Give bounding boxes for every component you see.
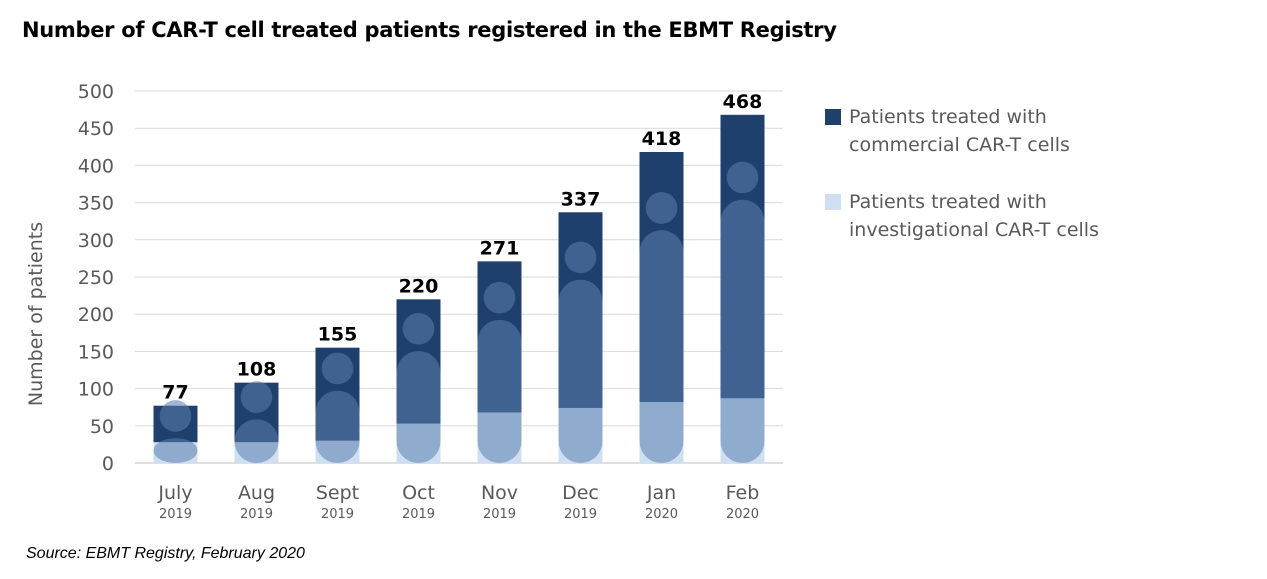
- gridlines: [135, 90, 783, 464]
- bar-total-label: 337: [561, 188, 601, 210]
- person-head: [564, 241, 597, 274]
- bar-total-label: 77: [162, 382, 188, 404]
- x-tick-label: Oct: [402, 482, 435, 504]
- y-tick-label: 100: [78, 379, 114, 401]
- legend-label-commercial: Patients treated with commercial CAR-T c…: [849, 106, 1070, 156]
- x-tick-label: Dec: [562, 482, 599, 504]
- legend-swatch-commercial: [825, 109, 841, 125]
- person-silhouette-icon: [720, 161, 765, 463]
- y-tick-label: 350: [78, 193, 114, 215]
- x-tick-year-label: 2020: [645, 507, 678, 522]
- x-tick-year-label: 2019: [240, 507, 273, 522]
- y-tick-label: 0: [102, 453, 114, 475]
- person-head: [402, 312, 435, 345]
- x-tick-year-label: 2019: [564, 507, 597, 522]
- y-tick-label: 50: [90, 416, 114, 438]
- person-silhouette-icon: [396, 312, 441, 463]
- person-silhouette-icon: [639, 192, 684, 463]
- person-silhouette-icon: [315, 352, 360, 463]
- person-head: [483, 281, 516, 314]
- person-head: [321, 352, 354, 385]
- y-tick-label: 450: [78, 118, 114, 140]
- legend-swatch-investigational: [825, 194, 841, 210]
- x-tick-label: Jan: [646, 482, 676, 504]
- person-head: [645, 192, 678, 224]
- person-body: [396, 350, 441, 463]
- x-tick-label: July: [157, 482, 192, 504]
- labels: 0 50 100 150 200 250 300 350 400 450 500 Number of …: [25, 81, 762, 522]
- bars: [153, 114, 765, 463]
- y-tick-label: 150: [78, 341, 114, 363]
- bar-total-label: 271: [480, 237, 520, 259]
- x-tick-label: Sept: [316, 482, 359, 504]
- person-silhouette-icon: [153, 400, 198, 463]
- x-tick-year-label: 2019: [402, 507, 435, 522]
- y-tick-label: 300: [78, 230, 114, 252]
- y-tick-label: 500: [78, 81, 114, 103]
- y-tick-label: 400: [78, 155, 114, 177]
- bar-total-label: 468: [723, 91, 763, 113]
- x-tick-year-label: 2020: [726, 507, 759, 522]
- person-head: [240, 381, 273, 413]
- bar-total-label: 155: [318, 324, 358, 346]
- x-tick-label: Aug: [238, 482, 275, 504]
- x-tick-year-label: 2019: [321, 507, 354, 522]
- person-silhouette-icon: [558, 241, 603, 463]
- person-head: [726, 161, 759, 194]
- person-body: [315, 390, 360, 463]
- person-body: [234, 419, 279, 463]
- y-tick-label: 250: [78, 267, 114, 289]
- x-tick-label: Feb: [726, 482, 760, 504]
- person-head: [159, 400, 192, 432]
- legend-label-investigational: Patients treated with investigational CA…: [849, 191, 1099, 241]
- person-body: [477, 319, 522, 463]
- person-body: [153, 438, 198, 463]
- bar-total-label: 220: [399, 275, 439, 297]
- person-silhouette-icon: [234, 381, 279, 463]
- x-tick-year-label: 2019: [483, 507, 516, 522]
- source-note: Source: EBMT Registry, February 2020: [26, 545, 305, 562]
- x-tick-label: Nov: [481, 482, 518, 504]
- x-tick-year-label: 2019: [159, 507, 192, 522]
- bar-total-label: 108: [237, 359, 277, 381]
- chart-title: Number of CAR-T cell treated patients re…: [22, 18, 837, 42]
- person-silhouette-icon: [477, 281, 522, 463]
- bar-total-label: 418: [642, 128, 682, 150]
- person-body: [558, 279, 603, 463]
- y-tick-label: 200: [78, 304, 114, 326]
- y-axis-label: Number of patients: [25, 222, 47, 406]
- person-body: [639, 230, 684, 463]
- person-body: [720, 199, 765, 463]
